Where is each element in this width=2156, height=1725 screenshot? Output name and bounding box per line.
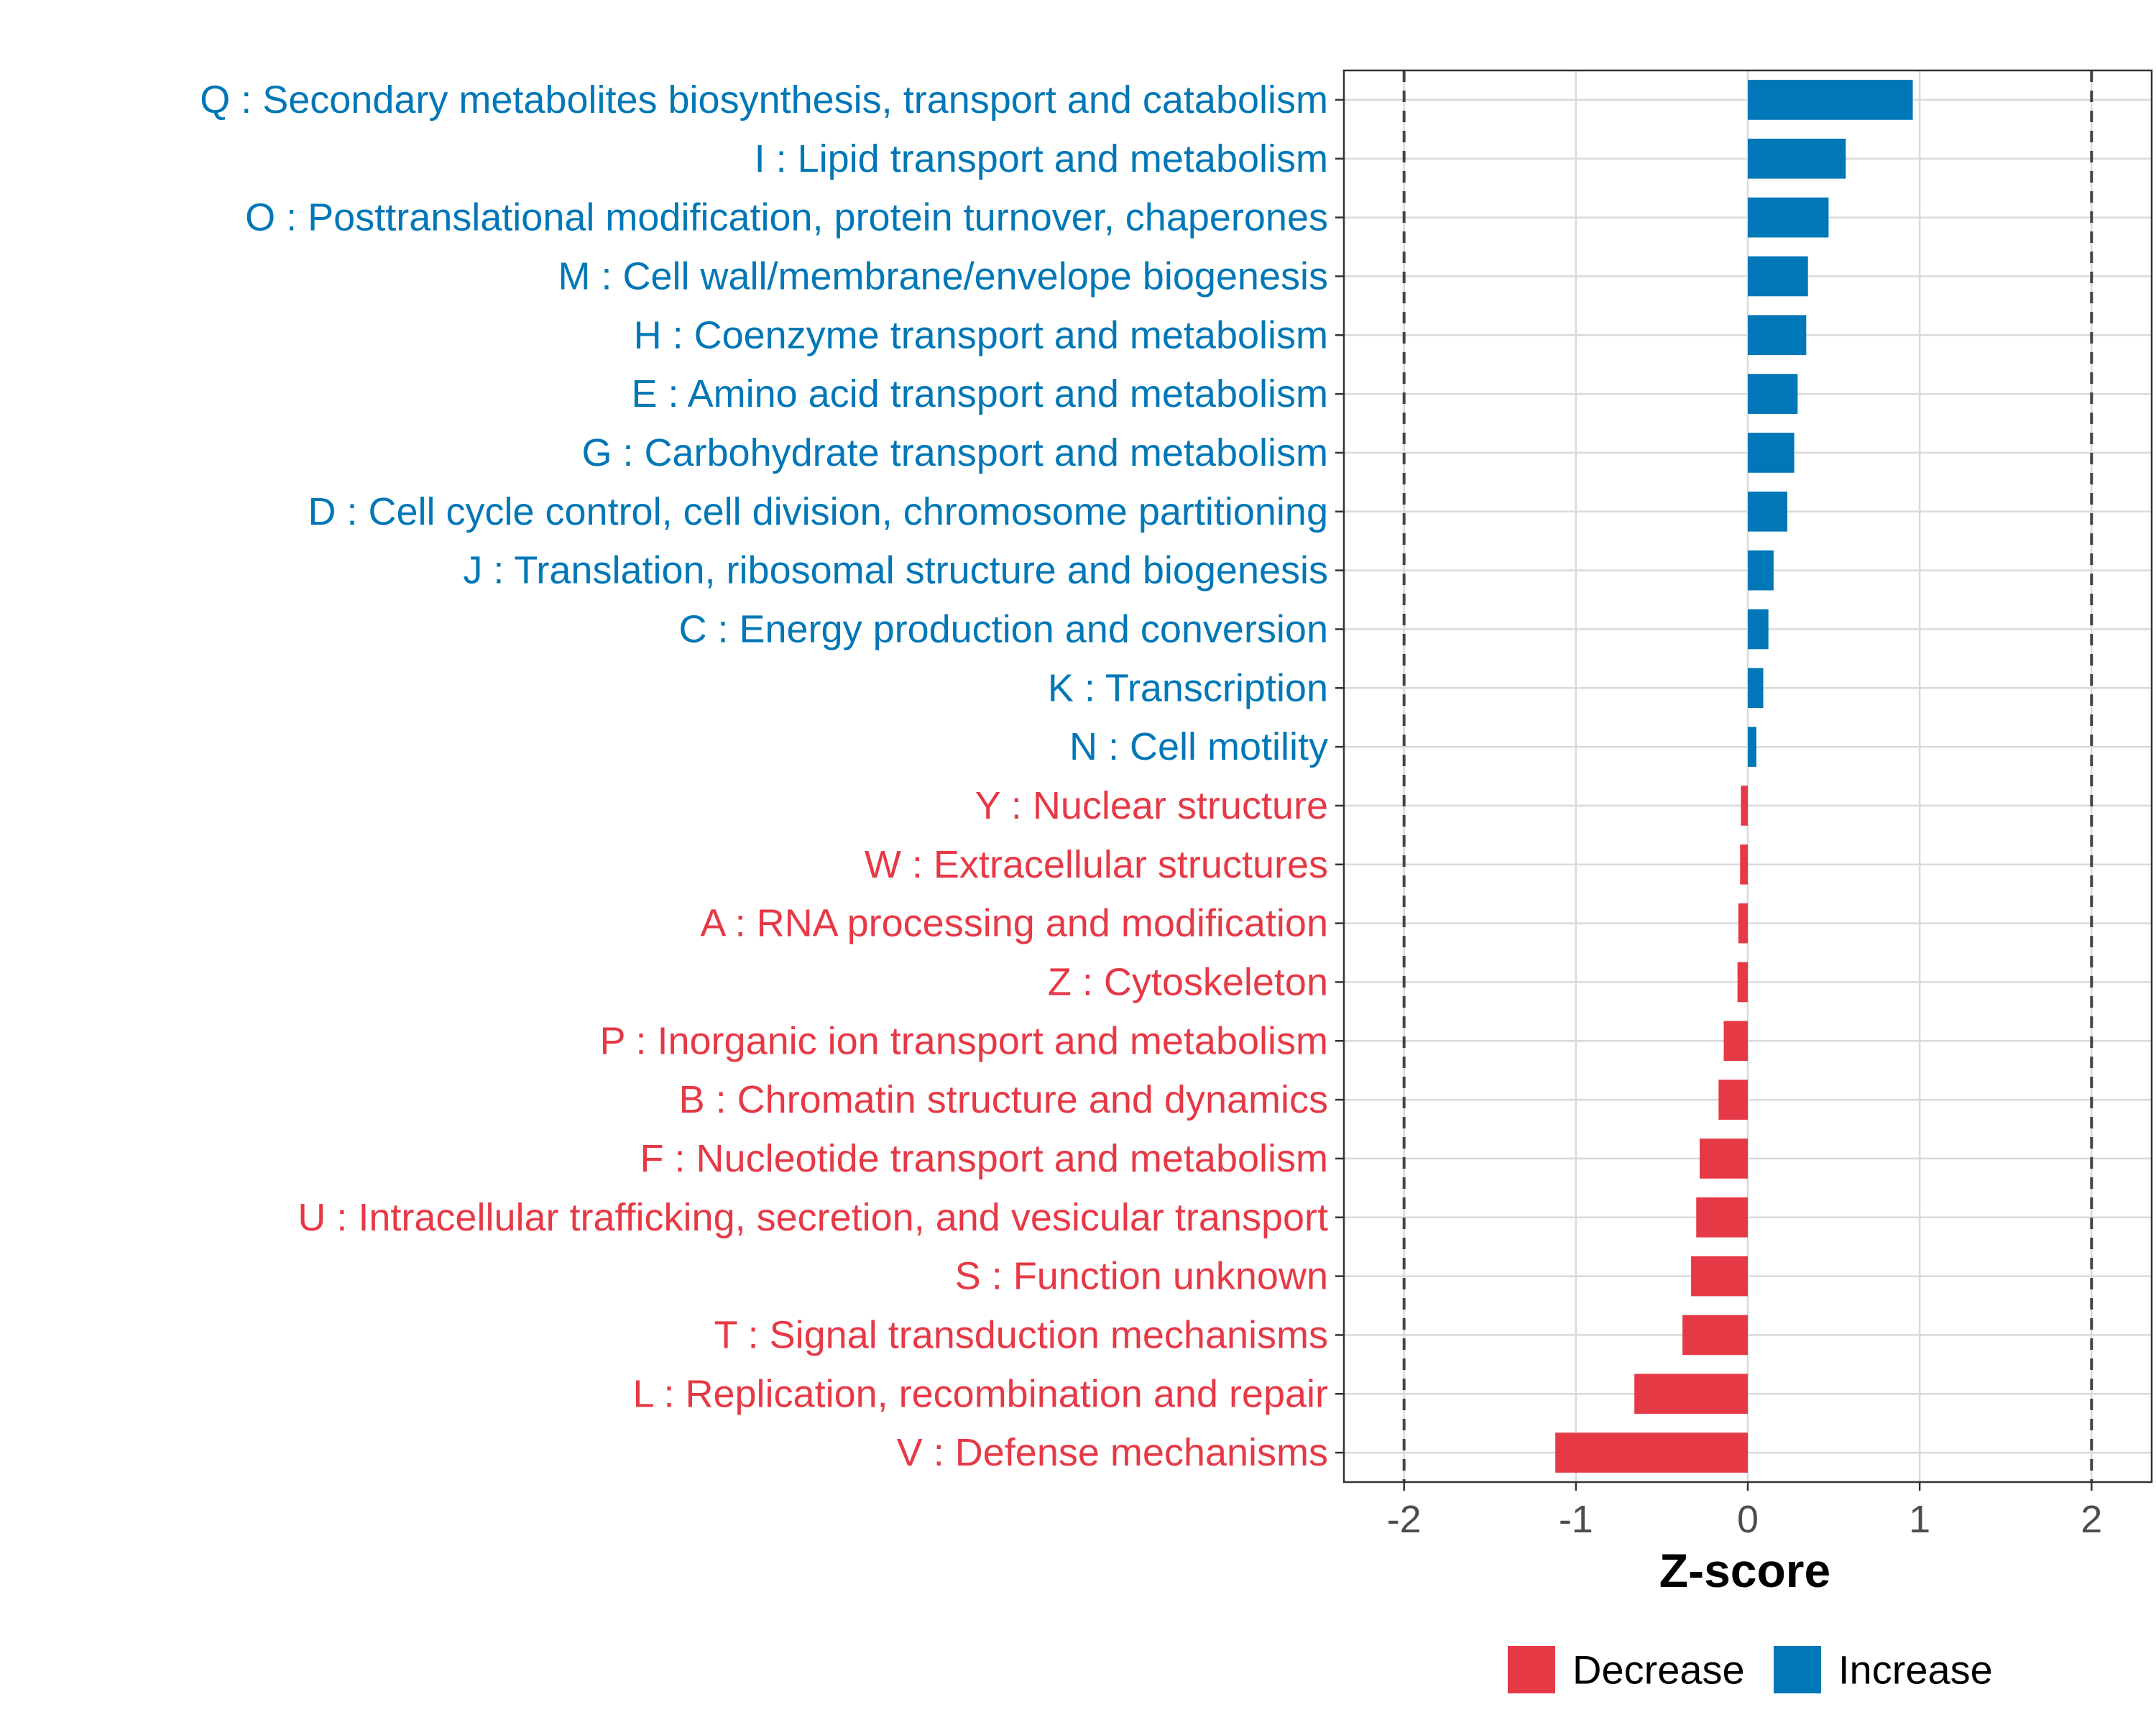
x-tick-label: 0 — [1737, 1498, 1759, 1541]
bar-decrease — [1723, 1021, 1748, 1062]
legend-swatch-increase — [1774, 1646, 1821, 1693]
category-label: A : RNA processing and modification — [701, 902, 1328, 945]
bar-increase — [1748, 609, 1769, 650]
x-axis-ticks: -2 -1 0 1 2 — [1387, 1482, 2102, 1541]
category-label: M : Cell wall/membrane/envelope biogenes… — [558, 254, 1328, 298]
legend: Decrease Increase — [1508, 1646, 1993, 1693]
category-label: I : Lipid transport and metabolism — [755, 137, 1328, 180]
category-label: L : Replication, recombination and repai… — [632, 1372, 1328, 1415]
bar-decrease — [1740, 844, 1748, 885]
bar-increase — [1748, 668, 1764, 709]
x-tick-label: 2 — [2081, 1498, 2102, 1541]
bar-increase — [1748, 727, 1756, 767]
bar-decrease — [1696, 1197, 1748, 1238]
bar-increase — [1748, 315, 1807, 356]
category-label: U : Intracellular trafficking, secretion… — [298, 1196, 1328, 1239]
category-label: K : Transcription — [1048, 666, 1328, 709]
category-label: O : Posttranslational modification, prot… — [245, 196, 1328, 239]
category-label: C : Energy production and conversion — [678, 607, 1328, 650]
category-label: B : Chromatin structure and dynamics — [679, 1078, 1328, 1121]
bar-decrease — [1738, 903, 1748, 944]
category-label: T : Signal transduction mechanisms — [714, 1313, 1328, 1356]
bar-decrease — [1682, 1315, 1748, 1356]
bar-increase — [1748, 374, 1798, 414]
category-label: J : Translation, ribosomal structure and… — [463, 549, 1328, 592]
bar-increase — [1748, 433, 1795, 473]
category-label: Q : Secondary metabolites biosynthesis, … — [200, 78, 1328, 121]
x-tick-label: -2 — [1387, 1498, 1422, 1541]
bar-increase — [1748, 550, 1774, 591]
bar-increase — [1748, 197, 1829, 238]
bar-decrease — [1737, 962, 1748, 1003]
bar-decrease — [1700, 1138, 1748, 1179]
bar-decrease — [1634, 1374, 1748, 1414]
category-label: D : Cell cycle control, cell division, c… — [308, 490, 1328, 533]
bars — [1555, 80, 1913, 1473]
bar-increase — [1748, 256, 1808, 297]
bar-increase — [1748, 80, 1913, 120]
category-label: Z : Cytoskeleton — [1048, 960, 1328, 1003]
legend-swatch-decrease — [1508, 1646, 1555, 1693]
category-label: N : Cell motility — [1069, 725, 1328, 768]
category-label: F : Nucleotide transport and metabolism — [640, 1137, 1328, 1180]
y-axis-ticks — [1335, 98, 1344, 1454]
bar-decrease — [1555, 1432, 1748, 1473]
bar-decrease — [1741, 786, 1748, 826]
category-label: G : Carbohydrate transport and metabolis… — [582, 431, 1329, 474]
legend-label: Decrease — [1572, 1647, 1745, 1693]
category-label: H : Coenzyme transport and metabolism — [634, 313, 1328, 356]
category-label: S : Function unknown — [955, 1255, 1328, 1298]
bar-decrease — [1691, 1256, 1748, 1297]
bar-decrease — [1718, 1080, 1748, 1120]
category-label: P : Inorganic ion transport and metaboli… — [599, 1019, 1328, 1062]
x-tick-label: 1 — [1909, 1498, 1930, 1541]
category-labels: Q : Secondary metabolites biosynthesis, … — [200, 78, 1328, 1474]
category-label: Y : Nuclear structure — [975, 784, 1328, 827]
category-label: W : Extracellular structures — [865, 843, 1328, 886]
legend-label: Increase — [1838, 1647, 1993, 1693]
reference-lines — [1402, 70, 2093, 1482]
category-label: V : Defense mechanisms — [897, 1431, 1328, 1474]
bar-increase — [1748, 138, 1846, 179]
x-axis-title: Z-score — [1659, 1544, 1830, 1597]
bar-increase — [1748, 491, 1788, 532]
x-tick-label: -1 — [1559, 1498, 1593, 1541]
category-label: E : Amino acid transport and metabolism — [632, 372, 1328, 415]
